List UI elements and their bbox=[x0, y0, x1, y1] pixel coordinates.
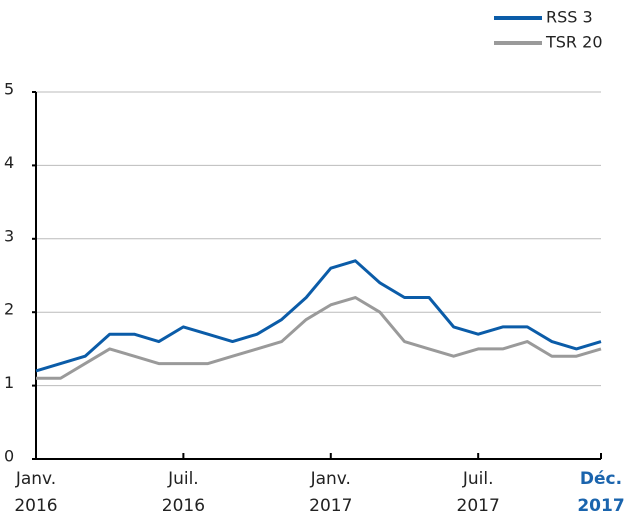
y-tick-label: 4 bbox=[4, 153, 14, 172]
legend-label: TSR 20 bbox=[545, 33, 603, 52]
y-tick-label: 1 bbox=[4, 373, 14, 392]
y-tick-label: 3 bbox=[4, 226, 14, 245]
x-tick-label: Janv. 2017 bbox=[309, 469, 353, 516]
x-tick-label: Juil. 2016 bbox=[161, 469, 206, 516]
x-tick-label: Juil. 2017 bbox=[456, 469, 500, 516]
legend-label: RSS 3 bbox=[546, 8, 593, 27]
line-series bbox=[36, 296, 602, 380]
y-tick-label: 5 bbox=[4, 80, 14, 99]
x-tick-label: Janv. 2016 bbox=[14, 469, 58, 516]
y-tick-label: 2 bbox=[4, 300, 14, 319]
x-tick-label: Déc. 2017 bbox=[577, 469, 624, 516]
y-tick-label: 0 bbox=[4, 447, 14, 466]
line-series bbox=[35, 259, 602, 373]
